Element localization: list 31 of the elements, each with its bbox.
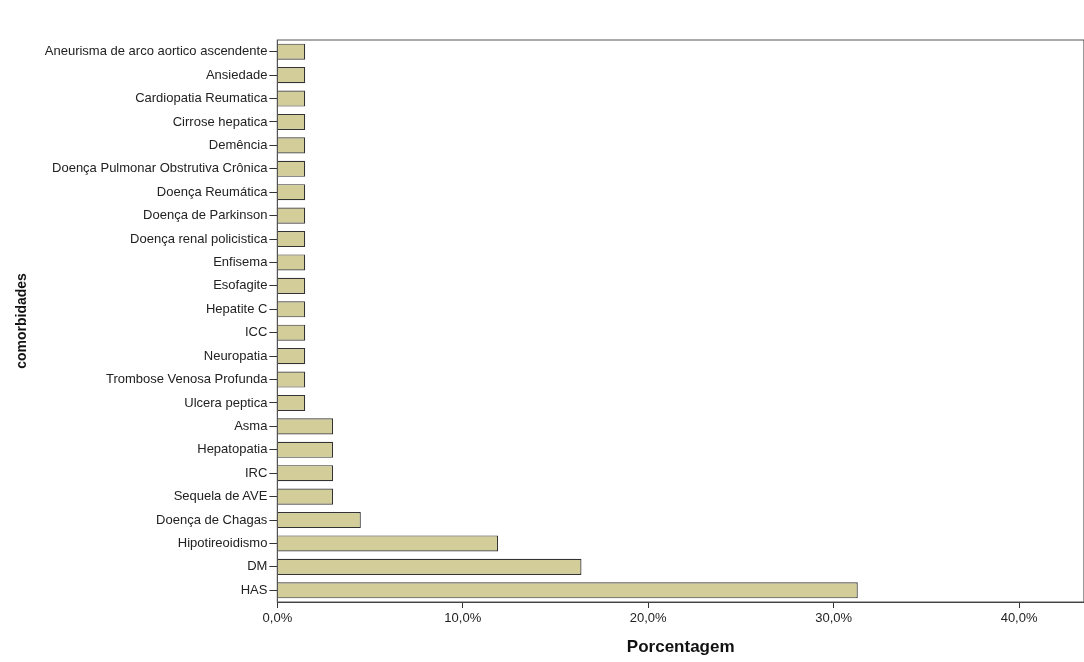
y-tick-label: HAS: [240, 581, 268, 597]
y-tick-label: Hipotireoidismo: [177, 535, 268, 551]
y-tick-label: Aneurisma de arco aortico ascendente: [44, 43, 268, 59]
y-tick-label: Cardiopatia Reumatica: [135, 90, 269, 106]
y-tick-label: Neuropatia: [203, 347, 269, 363]
y-tick-label: Doença de Chagas: [156, 511, 268, 527]
x-axis-title: Porcentagem: [626, 637, 735, 657]
y-tick-label: Enfisema: [213, 254, 269, 270]
y-tick-label: IRC: [244, 464, 268, 480]
y-tick-label: Doença de Parkinson: [143, 207, 268, 223]
y-tick-label: Doença renal policistica: [130, 230, 269, 246]
y-tick-label: Ansiedade: [205, 66, 268, 82]
y-tick-label: Demência: [208, 136, 269, 152]
y-tick-label: Hepatite C: [205, 300, 268, 316]
x-tick-label: 20,0%: [629, 610, 668, 626]
y-tick-label: Doença Reumática: [156, 183, 269, 199]
y-tick-label: Asma: [234, 417, 269, 433]
y-tick-label: DM: [247, 558, 268, 574]
y-tick-label: Esofagite: [213, 277, 268, 293]
y-tick-label: Hepatopatia: [197, 441, 269, 457]
y-tick-label: Sequela de AVE: [173, 488, 268, 504]
x-tick-label: 30,0%: [815, 610, 853, 626]
y-tick-label: Doença Pulmonar Obstrutiva Crônica: [52, 160, 269, 176]
y-tick-label: Trombose Venosa Profunda: [105, 371, 269, 387]
x-tick-label: 40,0%: [1000, 610, 1038, 626]
x-tick-label: 10,0%: [444, 610, 482, 626]
y-axis-title: comorbidades: [13, 272, 30, 369]
y-tick-label: Ulcera peptica: [184, 394, 269, 410]
y-tick-label: ICC: [244, 324, 268, 340]
y-tick-label: Cirrose hepatica: [172, 113, 269, 129]
x-tick-label: 0,0%: [262, 610, 293, 626]
